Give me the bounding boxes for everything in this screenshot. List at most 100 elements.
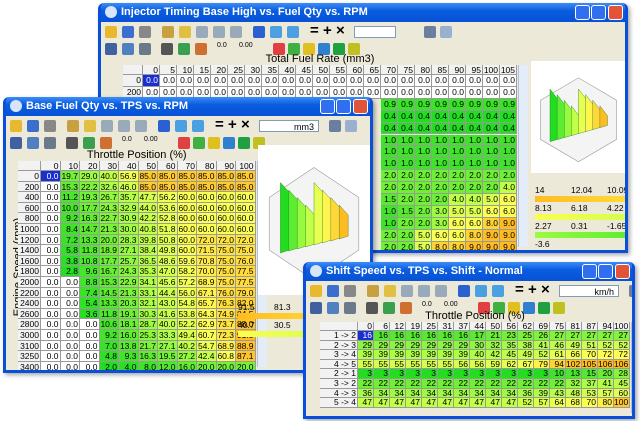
table-cell[interactable]: 1.0 [483,158,500,171]
table-cell[interactable]: 59.6 [177,255,197,267]
operator-button[interactable]: × [241,116,250,133]
table-cell[interactable]: 0.0 [160,75,177,87]
table-cell[interactable]: 0.0 [449,75,466,87]
table-cell[interactable]: 0.4 [466,122,483,135]
table-cell[interactable]: 64 [550,398,566,408]
table-cell[interactable]: 10 [550,369,566,379]
table-cell[interactable]: 2.0 [398,229,415,242]
table-cell[interactable]: 9.0 [483,229,500,242]
table-cell[interactable]: 60.0 [197,224,217,235]
toolbar-button[interactable] [10,137,22,149]
table-cell[interactable]: 34 [422,388,438,399]
table-cell[interactable]: 47.0 [158,266,178,277]
table-cell[interactable]: 7.2 [60,234,80,246]
table-cell[interactable]: 30.0 [119,224,139,235]
toolbar-button[interactable] [178,43,190,55]
table-cell[interactable]: 0.4 [449,110,466,123]
table-cell[interactable]: 35 [502,340,518,351]
table-cell[interactable]: 0.0 [60,308,80,320]
table-cell[interactable]: 22 [502,379,518,389]
toolbar-button[interactable] [383,302,395,314]
table-cell[interactable]: 85.0 [236,171,256,182]
table-cell[interactable]: 60.0 [236,224,256,235]
table-cell[interactable]: 0.0 [41,308,61,320]
toolbar-button[interactable] [367,285,379,297]
table-cell[interactable]: 56.9 [119,171,139,182]
table-cell[interactable]: 52 [598,340,614,351]
table-cell[interactable]: 0.0 [466,86,483,99]
toolbar-button[interactable] [440,26,452,38]
table-cell[interactable]: 33.3 [158,330,178,341]
table-cell[interactable]: 0.4 [381,122,398,135]
table-cell[interactable]: 0.0 [398,75,415,87]
table-cell[interactable]: 1.0 [398,158,415,171]
table-cell[interactable]: 1.0 [381,158,398,171]
table-cell[interactable]: 49 [518,350,534,360]
table-cell[interactable]: 7.0 [99,340,119,352]
table-cell[interactable]: 0.4 [398,122,415,135]
table-cell[interactable]: 60.0 [216,224,236,235]
table-cell[interactable]: 2.0 [398,170,415,183]
table-cell[interactable]: 3 [358,369,374,379]
table-cell[interactable]: 60.0 [197,202,217,214]
table-cell[interactable]: 32 [566,379,582,389]
table-cell[interactable]: 0.0 [296,75,313,87]
table-cell[interactable]: 0.9 [415,98,432,111]
table-cell[interactable]: 1.0 [483,146,500,159]
table-cell[interactable]: 0.4 [432,122,449,135]
table-cell[interactable]: 34 [406,388,422,399]
table-cell[interactable]: 70.8 [197,255,217,267]
decimal-button[interactable]: 0.00 [444,301,458,308]
table-cell[interactable]: 0.0 [60,319,80,330]
table-cell[interactable]: 14.7 [80,224,100,235]
decimal-button[interactable]: 0.00 [144,136,158,143]
table-cell[interactable]: 0.0 [483,86,500,99]
table-cell[interactable]: 53 [582,388,598,399]
table-cell[interactable]: 1.5 [381,194,398,206]
table-cell[interactable]: 10.6 [99,319,119,330]
table-cell[interactable]: 0.0 [432,86,449,99]
table-cell[interactable]: 0.4 [449,122,466,135]
toolbar-button[interactable] [158,120,170,132]
table-cell[interactable]: 24.3 [119,266,139,277]
table-cell[interactable]: 77.5 [236,266,256,277]
table-cell[interactable]: 8.0 [449,241,466,250]
toolbar-button[interactable] [538,302,550,314]
table-cell[interactable]: 3 [518,369,534,379]
table-cell[interactable]: 2.0 [432,170,449,183]
table-cell[interactable]: 27 [582,331,598,341]
toolbar-button[interactable] [105,26,117,38]
table-cell[interactable]: 0.0 [466,75,483,87]
table-cell[interactable]: 39 [390,350,406,360]
table-cell[interactable]: 44.4 [158,287,178,299]
table-cell[interactable]: 39.8 [138,234,158,246]
toolbar-button[interactable] [83,137,95,149]
toolbar-button[interactable] [400,302,412,314]
table-cell[interactable]: 2.0 [415,205,432,218]
minimize-button[interactable] [582,264,597,279]
table-cell[interactable]: 30.9 [119,213,139,224]
table-cell[interactable]: 56.0 [177,287,197,299]
table-cell[interactable]: 47 [470,398,486,408]
toolbar-button[interactable] [253,26,265,38]
table-cell[interactable]: 0.0 [80,330,100,341]
table-cell[interactable]: 19.7 [60,171,80,182]
table-cell[interactable]: 29 [422,340,438,351]
operator-button[interactable]: = [310,22,319,39]
table-cell[interactable]: 3 [470,369,486,379]
toolbar-button[interactable] [175,120,187,132]
toolbar-button[interactable] [478,302,490,314]
table-cell[interactable]: 0.0 [500,75,517,87]
table-cell[interactable]: 16 [406,331,422,341]
table-cell[interactable]: 65.7 [197,298,217,309]
table-cell[interactable]: 53.8 [177,308,197,320]
table-cell[interactable]: 3.8 [60,255,80,267]
table-cell[interactable]: 76.0 [236,255,256,267]
table-cell[interactable]: 34 [438,388,454,399]
table-cell[interactable]: 1.5 [398,205,415,218]
table-cell[interactable]: 0.0 [364,75,381,87]
table-cell[interactable]: 27.1 [158,340,178,352]
table-cell[interactable]: 35.3 [138,266,158,277]
table-cell[interactable]: 41 [598,379,614,389]
table-cell[interactable]: 41 [534,340,550,351]
